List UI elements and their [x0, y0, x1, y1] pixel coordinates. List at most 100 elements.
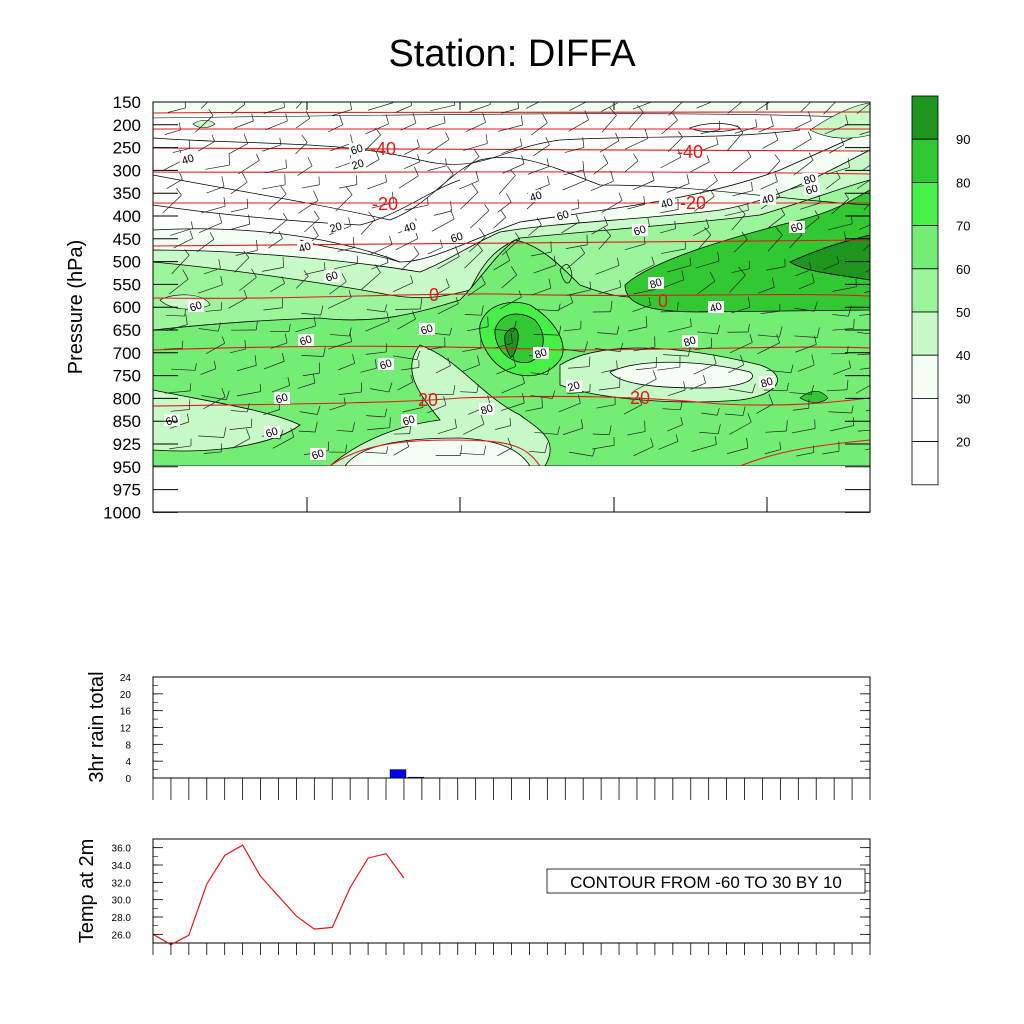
humidity-contour-label: 80	[682, 334, 697, 349]
wind-barb-staff	[856, 102, 870, 114]
wind-barb-staff	[530, 395, 553, 399]
wind-barb-staff	[598, 387, 620, 391]
wind-barb-staff	[263, 106, 285, 114]
wind-barb-staff	[328, 341, 352, 350]
wind-barb-staff	[732, 156, 752, 172]
wind-barb-feather	[345, 444, 348, 453]
temperature-contour-label: -20	[372, 194, 398, 214]
wind-barb-staff	[694, 196, 715, 212]
wind-barb-staff	[501, 108, 519, 114]
wind-barb-staff	[568, 119, 589, 132]
wind-barb-feather	[506, 193, 512, 203]
humidity-contour-label: 60	[349, 142, 364, 157]
wind-barb-feather	[522, 375, 525, 384]
wind-barb-staff	[528, 224, 542, 236]
wind-barb-staff	[427, 346, 445, 351]
rain-bar	[407, 776, 425, 779]
wind-barb-staff	[462, 347, 482, 352]
humidity-contour-label: 80	[759, 375, 774, 390]
wind-barb-staff	[823, 102, 836, 115]
wind-barb-staff	[171, 255, 190, 275]
temperature-contour-labels: -40 -40 -20 -20 0 0 20 20	[370, 139, 706, 410]
wind-barb-feather	[710, 189, 715, 197]
temp-contour-50	[153, 127, 870, 131]
wind-barb-staff	[728, 364, 744, 374]
wind-barb-staff	[463, 423, 485, 435]
wind-barb-staff	[767, 234, 783, 252]
wind-barb-staff	[466, 326, 489, 332]
wind-barb-staff	[464, 314, 482, 316]
wind-barb-feather	[522, 393, 525, 404]
wind-barb-staff	[329, 334, 350, 337]
wind-barb-feather	[774, 131, 779, 141]
temperature-contour-label: 0	[658, 291, 668, 311]
wind-barb-feather	[847, 158, 850, 168]
humidity-fill	[153, 102, 870, 466]
wind-barb-feather	[388, 382, 393, 393]
wind-barb-feather	[350, 134, 353, 144]
rain-axis-label: 3hr rain total	[86, 671, 108, 782]
wind-barb-staff	[858, 314, 870, 316]
wind-barb-staff	[499, 296, 522, 310]
wind-barb-staff	[563, 169, 584, 176]
wind-barb-staff	[758, 125, 774, 133]
wind-barb-staff	[165, 314, 185, 317]
humidity-label-bg	[180, 153, 196, 165]
wind-barb-feather	[389, 417, 391, 428]
wind-barb-feather	[748, 260, 751, 269]
wind-barb-staff	[731, 214, 746, 231]
wind-barb-feather	[872, 185, 879, 193]
wind-barb-feather	[774, 154, 781, 162]
wind-barb-staff	[501, 274, 517, 289]
wind-barb-feather	[770, 115, 774, 127]
wind-barb-feather	[880, 327, 882, 335]
wind-barb-feather	[690, 318, 692, 327]
wind-barb-staff	[633, 446, 654, 456]
pressure-tick-label: 700	[113, 344, 141, 363]
humidity-label-bg	[789, 221, 805, 233]
wind-barb-staff	[231, 223, 250, 230]
wind-barb-feather	[420, 298, 423, 310]
rain-bars	[389, 769, 425, 779]
temp-contour-p10	[153, 345, 870, 351]
wind-barb-feather	[500, 209, 506, 218]
wind-barb-feather	[455, 296, 459, 304]
wind-barb-feather	[569, 293, 574, 303]
wind-barb-feather	[505, 250, 511, 261]
wind-barb-staff	[437, 174, 454, 191]
wind-barb-feather	[512, 356, 517, 367]
temp-contour-30	[153, 171, 870, 175]
humidity-contour-label: 40	[297, 240, 312, 255]
humidity-label-bg	[682, 335, 698, 347]
humidity-contour-label: 60	[310, 447, 325, 462]
humidity-label-bg	[555, 209, 571, 221]
humidity-label-bg	[188, 300, 204, 312]
wind-barb-staff	[262, 184, 286, 190]
wind-barb-feather	[312, 373, 316, 384]
wind-barb-feather	[816, 327, 820, 338]
wind-barb-staff	[564, 147, 584, 153]
wind-barb-staff	[459, 180, 479, 190]
wind-barb-staff	[767, 160, 781, 175]
wind-barb-staff	[697, 331, 718, 335]
wind-barb-feather	[313, 190, 319, 201]
wind-barb-feather	[853, 318, 855, 329]
wind-barb-feather	[445, 278, 450, 288]
wind-barb-feather	[677, 149, 682, 158]
wind-barb-staff	[426, 122, 446, 129]
wind-barb-staff	[495, 425, 511, 430]
rain-tick-label: 0	[125, 774, 131, 785]
wind-barb-staff	[361, 272, 381, 290]
wind-barb-feather	[278, 231, 283, 239]
wind-barb-staff	[726, 447, 748, 455]
wind-barb-staff	[598, 286, 621, 295]
humidity-contour-label: 80	[533, 346, 548, 361]
wind-barb-staff	[169, 445, 192, 450]
temp-tick-label: 34.0	[112, 861, 132, 872]
temp-contour-p30-right	[739, 439, 870, 466]
humidity-contour-label: 80	[648, 276, 663, 291]
pressure-tick-label: 975	[113, 481, 141, 500]
wind-barb-feather	[770, 93, 773, 100]
wind-barb-feather	[807, 131, 812, 139]
